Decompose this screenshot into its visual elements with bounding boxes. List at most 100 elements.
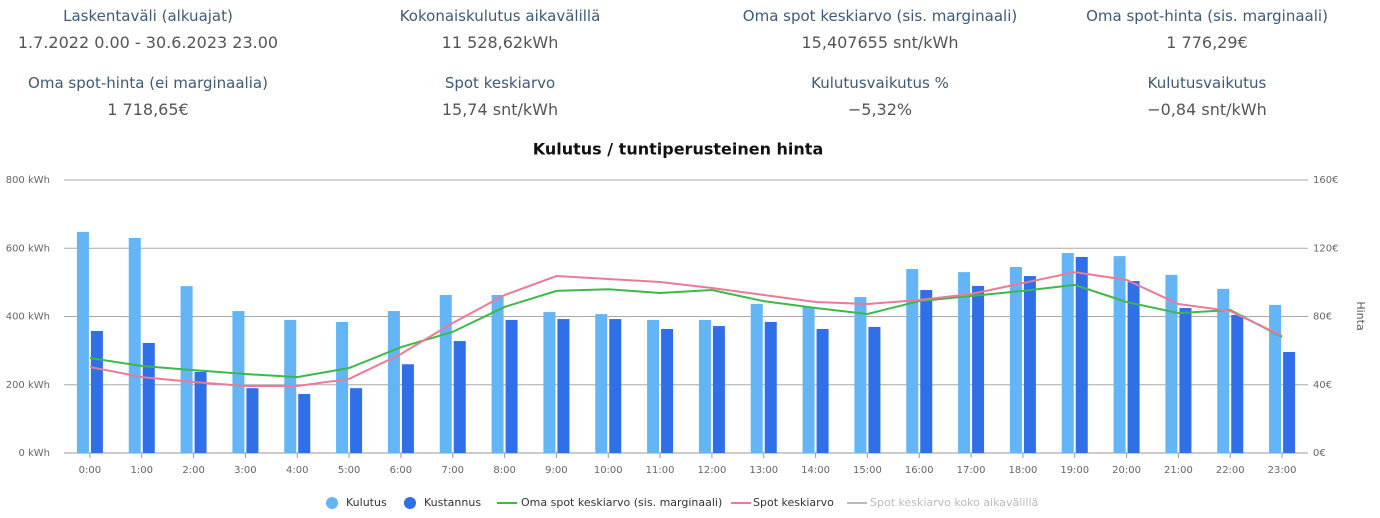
bar bbox=[1127, 281, 1140, 453]
stat-label: Oma spot keskiarvo (sis. marginaali) bbox=[742, 7, 1018, 25]
bar bbox=[854, 297, 867, 453]
bar bbox=[128, 238, 141, 453]
bar bbox=[1075, 256, 1088, 453]
line bbox=[89, 283, 1283, 379]
stat: Kulutusvaikutus −0,84 snt/kWh bbox=[1037, 74, 1377, 119]
bar bbox=[972, 285, 985, 453]
bar bbox=[76, 231, 89, 453]
bar bbox=[906, 269, 919, 453]
stat: Oma spot keskiarvo (sis. marginaali) 15,4… bbox=[710, 7, 1050, 52]
bar bbox=[920, 290, 933, 453]
bar bbox=[1023, 276, 1036, 453]
bar bbox=[543, 312, 556, 453]
stat-value: 15,74 snt/kWh bbox=[441, 100, 559, 119]
bar bbox=[712, 326, 725, 453]
bar bbox=[194, 371, 207, 453]
line bbox=[89, 271, 1283, 387]
x-tick-label: 20:00 bbox=[1112, 465, 1141, 476]
bar bbox=[387, 311, 400, 453]
bar bbox=[232, 311, 245, 453]
x-tick-label: 17:00 bbox=[957, 465, 986, 476]
chart-title: Kulutus / tuntiperusteinen hinta bbox=[533, 140, 824, 159]
y2-tick-label: 80€ bbox=[1313, 312, 1332, 323]
stat-value: 15,407655 snt/kWh bbox=[801, 33, 959, 52]
x-tick-label: 1:00 bbox=[131, 465, 153, 476]
bar bbox=[401, 364, 414, 453]
x-tick-label: 19:00 bbox=[1060, 465, 1089, 476]
y2-tick-label: 40€ bbox=[1313, 380, 1332, 391]
y2-tick-label: 160€ bbox=[1313, 175, 1338, 186]
bar bbox=[298, 393, 311, 453]
bar bbox=[1269, 304, 1282, 453]
x-tick-label: 10:00 bbox=[594, 465, 623, 476]
bar bbox=[958, 272, 971, 453]
legend-label: Spot keskiarvo bbox=[753, 496, 834, 509]
bar bbox=[439, 295, 452, 453]
stat-value: −0,84 snt/kWh bbox=[1147, 100, 1267, 119]
bar bbox=[505, 319, 518, 453]
stat-value: 1.7.2022 0.00 - 30.6.2023 23.00 bbox=[17, 33, 279, 52]
bar bbox=[90, 331, 103, 453]
y2-axis-label: Hinta bbox=[1354, 301, 1367, 330]
y-tick-label: 0 kWh bbox=[18, 448, 50, 459]
bar bbox=[142, 342, 155, 453]
bar bbox=[491, 295, 504, 453]
stat-label: Oma spot-hinta (ei marginaalia) bbox=[28, 74, 268, 92]
x-tick-label: 13:00 bbox=[749, 465, 778, 476]
stat-value: 11 528,62kWh bbox=[441, 33, 559, 52]
stat: Oma spot-hinta (sis. marginaali) 1 776,29… bbox=[1037, 7, 1377, 52]
bar bbox=[453, 341, 466, 453]
x-tick-label: 2:00 bbox=[182, 465, 204, 476]
y-tick-label: 800 kWh bbox=[6, 175, 50, 186]
y2-tick-label: 0€ bbox=[1313, 448, 1326, 459]
bar bbox=[609, 319, 622, 453]
x-tick-label: 4:00 bbox=[286, 465, 308, 476]
legend-marker bbox=[326, 497, 338, 509]
stat-label: Spot keskiarvo bbox=[444, 74, 556, 92]
stat-value: −5,32% bbox=[847, 100, 913, 119]
bar bbox=[1113, 256, 1126, 453]
bar bbox=[1009, 267, 1022, 453]
bar bbox=[246, 388, 259, 453]
stat: Laskentaväli (alkuajat) 1.7.2022 0.00 - 3… bbox=[0, 7, 318, 52]
x-tick-label: 15:00 bbox=[853, 465, 882, 476]
x-tick-label: 9:00 bbox=[545, 465, 567, 476]
bar bbox=[868, 326, 881, 453]
bar bbox=[1283, 351, 1296, 453]
bar bbox=[816, 328, 829, 453]
bar bbox=[661, 328, 674, 453]
stat-label: Kulutusvaikutus % bbox=[811, 74, 949, 92]
x-tick-label: 7:00 bbox=[442, 465, 464, 476]
stat-label: Oma spot-hinta (sis. marginaali) bbox=[1086, 7, 1328, 25]
x-tick-label: 21:00 bbox=[1164, 465, 1193, 476]
x-tick-label: 14:00 bbox=[801, 465, 830, 476]
bar bbox=[1165, 274, 1178, 453]
y-tick-label: 200 kWh bbox=[6, 380, 50, 391]
bar bbox=[750, 303, 763, 453]
stat: Kulutusvaikutus % −5,32% bbox=[710, 74, 1050, 119]
y-tick-label: 400 kWh bbox=[6, 312, 50, 323]
x-tick-label: 16:00 bbox=[905, 465, 934, 476]
bar bbox=[1061, 253, 1074, 453]
bar bbox=[764, 321, 777, 453]
legend-label: Kustannus bbox=[424, 496, 481, 509]
y2-tick-label: 120€ bbox=[1313, 243, 1338, 254]
legend-label: Spot keskiarvo koko aikavälillä bbox=[870, 496, 1038, 509]
legend-label: Kulutus bbox=[346, 496, 387, 509]
bar bbox=[1231, 314, 1244, 453]
bar bbox=[336, 321, 349, 453]
x-tick-label: 18:00 bbox=[1009, 465, 1038, 476]
stat-label: Kulutusvaikutus bbox=[1147, 74, 1267, 92]
stat-value: 1 776,29€ bbox=[1166, 33, 1248, 52]
x-tick-label: 23:00 bbox=[1268, 465, 1297, 476]
x-tick-label: 11:00 bbox=[646, 465, 675, 476]
x-tick-label: 0:00 bbox=[79, 465, 101, 476]
stat: Spot keskiarvo 15,74 snt/kWh bbox=[330, 74, 670, 119]
stat: Oma spot-hinta (ei marginaalia) 1 718,65€ bbox=[0, 74, 318, 119]
bar bbox=[595, 314, 608, 453]
x-tick-label: 5:00 bbox=[338, 465, 360, 476]
y-tick-label: 600 kWh bbox=[6, 243, 50, 254]
x-tick-label: 6:00 bbox=[390, 465, 412, 476]
